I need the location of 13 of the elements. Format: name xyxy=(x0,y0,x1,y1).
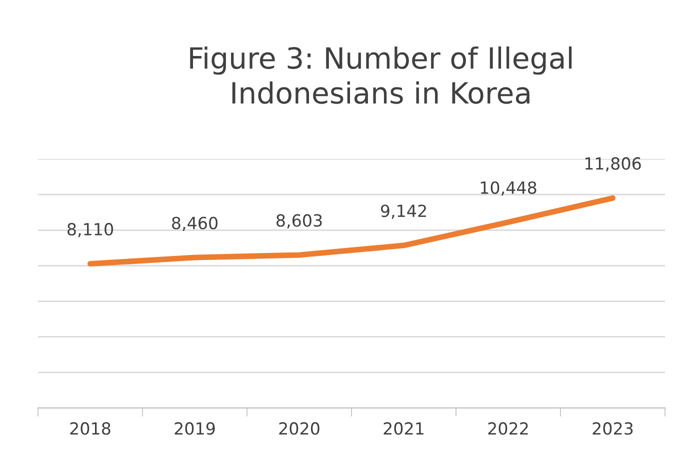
data-label: 8,110 xyxy=(68,222,113,238)
x-tick-label: 2020 xyxy=(279,422,320,435)
data-label: 8,603 xyxy=(276,214,322,228)
x-tick-label: 2018 xyxy=(70,422,110,435)
x-tick-label: 2021 xyxy=(384,422,424,435)
data-label: 11,806 xyxy=(585,157,641,172)
data-label: 8,460 xyxy=(172,216,218,232)
data-label: 10,448 xyxy=(480,181,536,196)
data-label: 9,142 xyxy=(380,204,426,219)
x-tick-label: 2019 xyxy=(174,422,215,435)
x-tick-label: 2022 xyxy=(488,422,528,435)
x-tick-label: 2023 xyxy=(592,422,633,435)
chart-title: Figure 3: Number of Illegal Indonesians in Korea xyxy=(190,46,572,104)
